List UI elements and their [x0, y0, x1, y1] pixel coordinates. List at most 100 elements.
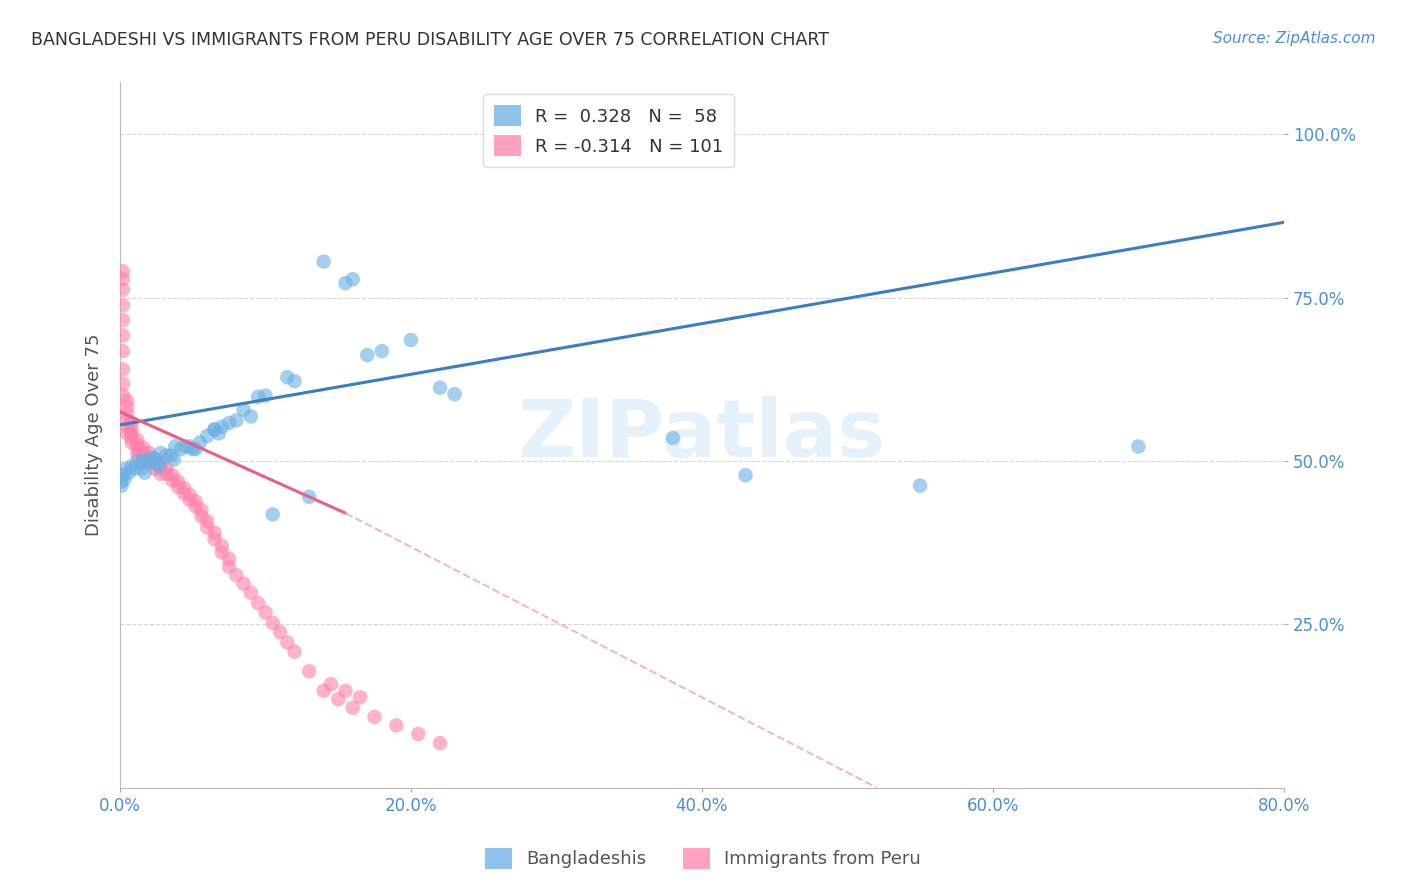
Point	[148, 459, 170, 474]
Point	[132, 450, 155, 465]
Point	[111, 298, 134, 312]
Text: Source: ZipAtlas.com: Source: ZipAtlas.com	[1212, 31, 1375, 46]
Y-axis label: Disability Age Over 75: Disability Age Over 75	[86, 334, 103, 536]
Point	[111, 468, 134, 483]
Point	[239, 586, 262, 600]
Point	[349, 690, 371, 705]
Point	[174, 440, 197, 454]
Point	[141, 450, 163, 465]
Point	[225, 413, 247, 427]
Text: ZIPatlas: ZIPatlas	[517, 396, 886, 474]
Point	[111, 313, 134, 327]
Point	[111, 264, 134, 278]
Point	[127, 437, 149, 451]
Point	[127, 454, 149, 468]
Point	[121, 426, 143, 441]
Point	[363, 710, 385, 724]
Point	[111, 328, 134, 343]
Point	[204, 422, 226, 436]
Point	[127, 447, 149, 461]
Point	[312, 683, 335, 698]
Point	[385, 718, 408, 732]
Point	[190, 503, 212, 517]
Point	[429, 381, 451, 395]
Point	[262, 615, 284, 630]
Point	[399, 333, 422, 347]
Point	[195, 520, 218, 534]
Point	[111, 283, 134, 297]
Point	[247, 596, 270, 610]
Point	[179, 493, 201, 508]
Point	[276, 635, 298, 649]
Point	[143, 461, 166, 475]
Point	[247, 390, 270, 404]
Point	[184, 442, 207, 456]
Point	[112, 472, 135, 486]
Point	[179, 440, 201, 454]
Point	[149, 467, 172, 481]
Point	[121, 416, 143, 430]
Point	[211, 420, 233, 434]
Point	[328, 692, 350, 706]
Point	[204, 525, 226, 540]
Point	[145, 455, 167, 469]
Point	[406, 727, 429, 741]
Point	[356, 348, 378, 362]
Point	[429, 736, 451, 750]
Point	[160, 449, 183, 463]
Point	[335, 276, 357, 290]
Point	[283, 645, 305, 659]
Point	[165, 440, 187, 454]
Point	[121, 422, 143, 436]
Point	[1128, 440, 1150, 454]
Point	[208, 426, 231, 441]
Point	[134, 466, 156, 480]
Point	[111, 272, 134, 286]
Point	[190, 509, 212, 524]
Point	[181, 442, 204, 456]
Point	[184, 494, 207, 508]
Point	[131, 455, 153, 469]
Point	[218, 416, 240, 430]
Point	[167, 480, 190, 494]
Point	[138, 455, 160, 469]
Point	[111, 376, 134, 391]
Point	[232, 576, 254, 591]
Point	[131, 461, 153, 475]
Point	[132, 455, 155, 469]
Point	[734, 468, 756, 483]
Point	[443, 387, 465, 401]
Point	[211, 539, 233, 553]
Point	[162, 474, 184, 488]
Point	[173, 481, 195, 495]
Point	[546, 142, 568, 156]
Point	[143, 457, 166, 471]
Point	[138, 450, 160, 465]
Point	[149, 446, 172, 460]
Point	[115, 426, 138, 441]
Point	[312, 254, 335, 268]
Point	[662, 431, 685, 445]
Point	[118, 466, 141, 480]
Point	[121, 431, 143, 445]
Point	[170, 442, 193, 456]
Point	[195, 429, 218, 443]
Point	[110, 475, 132, 489]
Point	[121, 459, 143, 474]
Legend: Bangladeshis, Immigrants from Peru: Bangladeshis, Immigrants from Peru	[478, 840, 928, 876]
Point	[111, 388, 134, 402]
Point	[121, 435, 143, 450]
Point	[155, 449, 177, 463]
Point	[115, 407, 138, 421]
Point	[127, 433, 149, 447]
Point	[195, 514, 218, 528]
Point	[283, 374, 305, 388]
Point	[155, 461, 177, 475]
Point	[204, 533, 226, 547]
Point	[179, 488, 201, 502]
Point	[138, 454, 160, 468]
Point	[254, 606, 277, 620]
Point	[149, 461, 172, 475]
Point	[162, 468, 184, 483]
Point	[110, 478, 132, 492]
